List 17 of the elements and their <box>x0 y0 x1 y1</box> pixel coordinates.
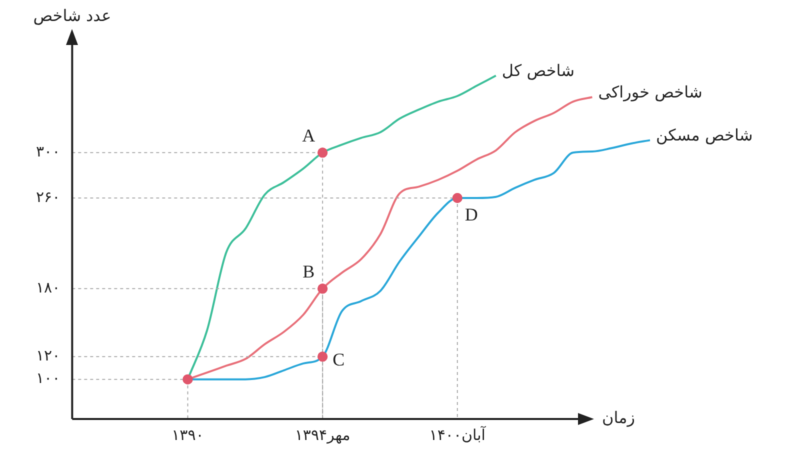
y-axis-title: عدد شاخص <box>33 6 112 26</box>
series-label: شاخص خوراکی <box>598 82 702 102</box>
y-tick-label: ۳۰۰ <box>36 142 60 161</box>
annotation: A <box>302 125 316 146</box>
annotation: C <box>332 349 345 370</box>
y-tick-label: ۱۲۰ <box>36 346 60 365</box>
x-tick-label: مهر۱۳۹۴ <box>294 426 350 444</box>
annotation: B <box>302 261 315 282</box>
x-tick-label: آبان۱۴۰۰ <box>429 424 486 444</box>
series-label: شاخص مسکن <box>656 125 753 144</box>
x-axis-title: زمان <box>602 408 635 428</box>
y-tick-label: ۱۰۰ <box>36 369 60 388</box>
x-tick-label: ۱۳۹۰ <box>172 426 204 444</box>
annotation: D <box>464 204 478 225</box>
y-tick-label: ۲۶۰ <box>36 188 60 206</box>
y-tick-label: ۱۸۰ <box>36 278 60 297</box>
series-label: شاخص کل <box>502 60 575 80</box>
